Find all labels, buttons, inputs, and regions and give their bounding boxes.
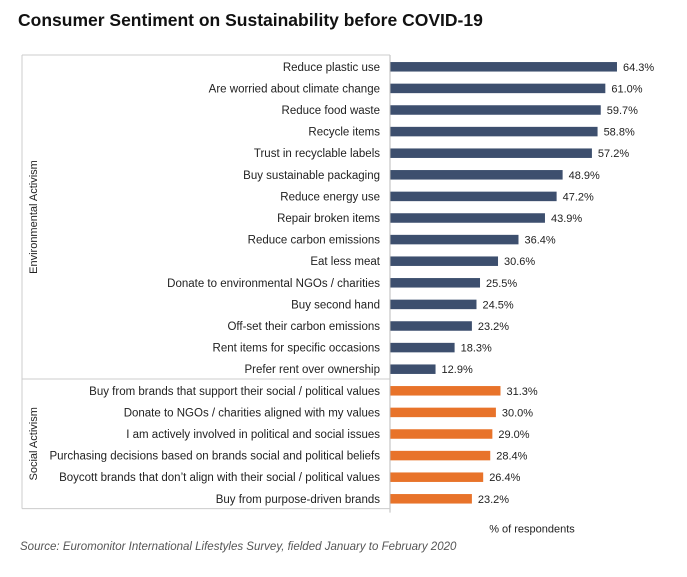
bar bbox=[390, 321, 472, 331]
category-label: Buy from brands that support their socia… bbox=[89, 386, 380, 398]
category-label: Buy second hand bbox=[291, 299, 380, 311]
x-axis-label: % of respondents bbox=[489, 524, 575, 536]
category-label: Reduce plastic use bbox=[283, 62, 380, 74]
category-label: Recycle items bbox=[308, 127, 380, 139]
data-label: 61.0% bbox=[611, 83, 642, 95]
bar bbox=[390, 192, 557, 202]
bar-chart: Reduce plastic use 64.3% Are worried about… bbox=[0, 0, 687, 577]
category-label: Prefer rent over ownership bbox=[244, 364, 380, 376]
data-label: 36.4% bbox=[524, 235, 555, 247]
data-label: 43.9% bbox=[551, 213, 582, 225]
category-label: Boycott brands that don’t align with the… bbox=[59, 472, 380, 484]
data-label: 23.2% bbox=[478, 494, 509, 506]
bar bbox=[390, 148, 592, 158]
data-label: 58.8% bbox=[604, 127, 635, 139]
bar bbox=[390, 472, 483, 482]
category-label: Trust in recyclable labels bbox=[254, 148, 380, 160]
category-label: Donate to environmental NGOs / charities bbox=[167, 278, 380, 290]
bar bbox=[390, 127, 598, 137]
data-label: 57.2% bbox=[598, 148, 629, 160]
category-label: Reduce energy use bbox=[280, 191, 380, 203]
group-label: Environmental Activism bbox=[28, 160, 40, 274]
bar bbox=[390, 451, 490, 461]
bar bbox=[390, 105, 601, 115]
data-label: 29.0% bbox=[498, 429, 529, 441]
bar bbox=[390, 429, 492, 439]
source-note: Source: Euromonitor International Lifest… bbox=[20, 541, 456, 553]
bar bbox=[390, 408, 496, 418]
group-label: Social Activism bbox=[28, 407, 40, 480]
bar bbox=[390, 386, 500, 396]
bar bbox=[390, 343, 455, 353]
category-label: I am actively involved in political and … bbox=[126, 429, 380, 441]
bar bbox=[390, 494, 472, 504]
bar bbox=[390, 213, 545, 223]
bar bbox=[390, 235, 518, 245]
bar bbox=[390, 278, 480, 288]
data-label: 24.5% bbox=[482, 299, 513, 311]
category-label: Buy from purpose-driven brands bbox=[216, 494, 381, 506]
data-label: 31.3% bbox=[506, 386, 537, 398]
data-label: 30.0% bbox=[502, 407, 533, 419]
category-label: Buy sustainable packaging bbox=[243, 170, 380, 182]
data-label: 48.9% bbox=[569, 170, 600, 182]
bar bbox=[390, 256, 498, 266]
bar bbox=[390, 170, 563, 180]
bar bbox=[390, 62, 617, 72]
data-label: 30.6% bbox=[504, 256, 535, 268]
category-label: Rent items for specific occasions bbox=[213, 343, 381, 355]
category-label: Repair broken items bbox=[277, 213, 380, 225]
category-label: Off-set their carbon emissions bbox=[227, 321, 380, 333]
data-label: 12.9% bbox=[442, 364, 473, 376]
category-label: Donate to NGOs / charities aligned with … bbox=[124, 407, 381, 419]
category-label: Reduce carbon emissions bbox=[248, 235, 381, 247]
bar bbox=[390, 300, 476, 310]
bar bbox=[390, 364, 436, 374]
bar bbox=[390, 84, 605, 94]
data-label: 25.5% bbox=[486, 278, 517, 290]
data-label: 59.7% bbox=[607, 105, 638, 117]
category-label: Are worried about climate change bbox=[209, 83, 380, 95]
data-label: 64.3% bbox=[623, 62, 654, 74]
category-label: Reduce food waste bbox=[282, 105, 380, 117]
category-label: Purchasing decisions based on brands soc… bbox=[49, 451, 380, 463]
data-label: 47.2% bbox=[563, 191, 594, 203]
data-label: 26.4% bbox=[489, 472, 520, 484]
data-label: 23.2% bbox=[478, 321, 509, 333]
data-label: 18.3% bbox=[461, 343, 492, 355]
category-label: Eat less meat bbox=[310, 256, 380, 268]
data-label: 28.4% bbox=[496, 451, 527, 463]
